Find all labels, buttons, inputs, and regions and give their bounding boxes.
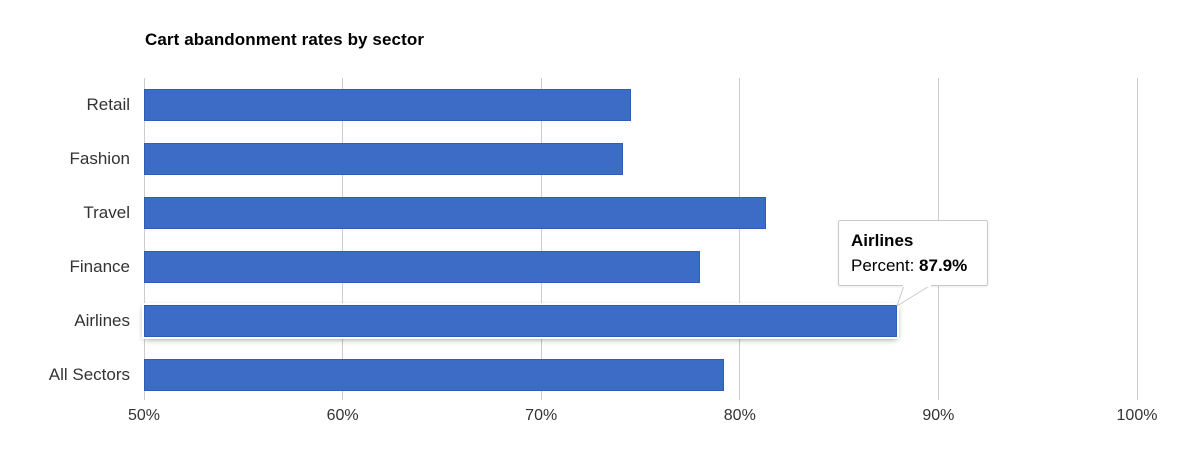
- tooltip-value-line: Percent: 87.9%: [851, 256, 975, 276]
- bar-finance[interactable]: [144, 251, 701, 283]
- category-label-finance: Finance: [69, 257, 130, 276]
- category-label-all-sectors: All Sectors: [48, 365, 130, 384]
- bar-retail[interactable]: [144, 89, 631, 121]
- category-label-retail: Retail: [86, 95, 130, 114]
- x-tick-label-90%: 90%: [922, 407, 955, 424]
- tooltip-category: Airlines: [851, 231, 914, 250]
- bar-fashion[interactable]: [144, 143, 623, 175]
- x-tick-label-100%: 100%: [1116, 407, 1158, 424]
- tooltip-callout-pointer: [896, 285, 931, 307]
- bar-airlines[interactable]: [144, 305, 897, 337]
- x-tick-label-60%: 60%: [326, 407, 359, 424]
- tooltip-series-label: Percent:: [851, 256, 915, 275]
- chart-title: Cart abandonment rates by sector: [145, 30, 425, 49]
- gridline-80%: [739, 78, 741, 400]
- gridline-100%: [1136, 78, 1138, 400]
- tooltip-tail-mask: [903, 284, 931, 287]
- gridline-50%: [143, 78, 145, 400]
- category-label-fashion: Fashion: [69, 149, 130, 168]
- x-tick-label-80%: 80%: [723, 407, 756, 424]
- x-tick-label-50%: 50%: [127, 407, 161, 424]
- tooltip: Airlines Percent: 87.9%: [838, 220, 988, 286]
- bar-travel[interactable]: [144, 197, 766, 229]
- tooltip-value: 87.9%: [919, 256, 968, 275]
- category-label-airlines: Airlines: [74, 311, 130, 330]
- category-label-travel: Travel: [83, 203, 130, 222]
- x-tick-label-70%: 70%: [525, 407, 558, 424]
- gridline-70%: [540, 78, 542, 400]
- gridline-60%: [342, 78, 344, 400]
- bar-all-sectors[interactable]: [144, 359, 724, 391]
